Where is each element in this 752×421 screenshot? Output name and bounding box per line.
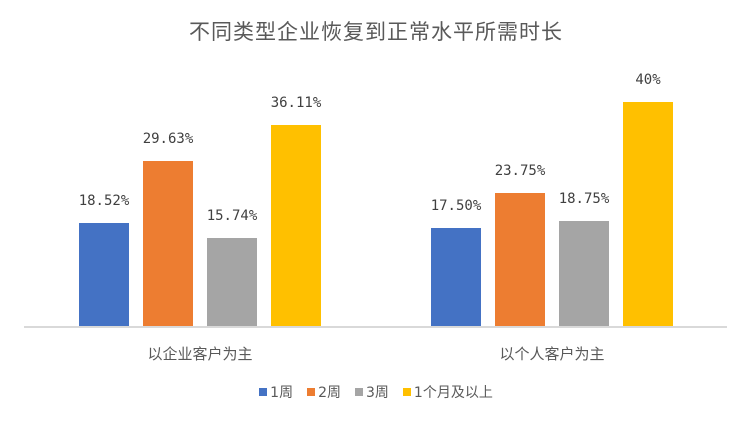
data-label: 40%	[635, 72, 661, 88]
data-label: 17.50%	[430, 198, 482, 214]
legend-label: 3周	[366, 385, 389, 401]
legend-label: 2周	[318, 385, 341, 401]
legend-label: 1周	[270, 385, 294, 401]
bar-individual-3weeks	[559, 221, 609, 326]
category-label-individual: 以个人客户为主	[499, 345, 605, 363]
legend-swatch-icon	[307, 388, 316, 396]
data-label: 29.63%	[142, 131, 194, 147]
bar-enterprise-1month-plus	[271, 125, 321, 326]
bar-individual-1week	[431, 228, 481, 326]
legend-item-3weeks: 3周	[355, 382, 389, 402]
legend-item-1week: 1周	[259, 382, 293, 402]
data-label: 23.75%	[494, 163, 546, 179]
data-label: 15.74%	[206, 208, 258, 224]
legend-swatch-icon	[259, 388, 268, 396]
legend-item-1month-plus: 1个月及以上	[402, 382, 493, 402]
bar-enterprise-1week	[79, 223, 129, 326]
data-label: 18.52%	[78, 193, 130, 209]
data-label: 18.75%	[558, 191, 610, 207]
legend-item-2weeks: 2周	[307, 382, 341, 402]
bar-individual-1month-plus	[623, 102, 673, 326]
bar-enterprise-3weeks	[207, 238, 257, 326]
category-label-enterprise: 以企业客户为主	[147, 345, 253, 363]
legend-swatch-icon	[355, 388, 363, 396]
legend-swatch-icon	[402, 388, 411, 396]
chart-title: 不同类型企业恢复到正常水平所需时长	[189, 20, 563, 44]
legend-label: 1个月及以上	[413, 385, 493, 401]
bar-individual-2weeks	[495, 193, 545, 326]
bar-enterprise-2weeks	[143, 161, 193, 326]
data-label: 36.11%	[270, 95, 322, 111]
x-axis-line	[24, 326, 727, 328]
legend: 1周 2周 3周 1个月及以上	[0, 382, 752, 402]
